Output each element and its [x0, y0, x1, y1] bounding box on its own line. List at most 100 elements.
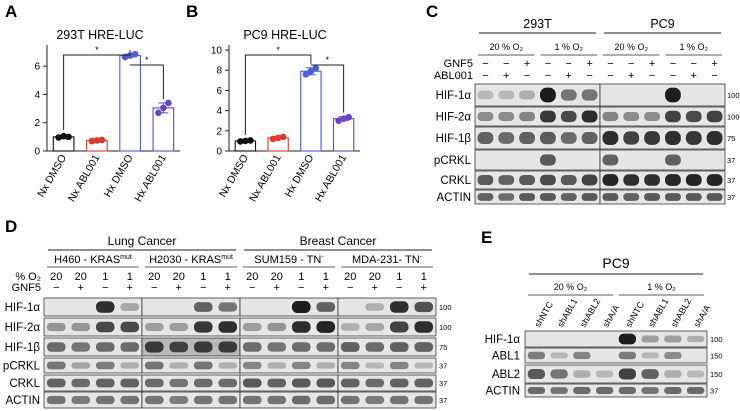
data-point	[335, 117, 342, 125]
data-point	[165, 99, 172, 107]
treatment-sign: −	[670, 70, 676, 82]
band	[242, 361, 262, 370]
band	[550, 369, 568, 379]
band	[193, 361, 213, 370]
data-point	[55, 134, 62, 141]
band	[95, 301, 115, 313]
treatment-sign: +	[566, 70, 572, 82]
band	[644, 131, 660, 145]
band	[267, 378, 287, 388]
y-tick-label: 0	[216, 147, 222, 158]
x-tick-label: Hx ABL001	[132, 152, 169, 204]
band	[540, 174, 556, 186]
band	[665, 193, 681, 201]
significance-star: *	[145, 55, 149, 65]
treatment-sign: −	[482, 58, 488, 70]
band	[389, 321, 409, 333]
gnf5-sign: +	[78, 282, 84, 294]
blot-strip	[599, 126, 726, 150]
band	[71, 396, 91, 404]
mw-marker: 37	[727, 176, 735, 185]
bar	[300, 70, 322, 152]
blot-strip	[599, 170, 726, 190]
o2-value: 20	[271, 271, 283, 283]
data-point	[345, 113, 352, 121]
mw-marker: 100	[439, 303, 452, 312]
genotype-superscript: mut	[221, 254, 233, 261]
band	[498, 112, 515, 121]
treatment-sign: −	[545, 70, 551, 82]
band	[685, 110, 702, 123]
band	[120, 378, 140, 388]
band	[71, 378, 91, 388]
mw-marker: 150	[710, 370, 723, 379]
band	[95, 321, 115, 333]
mw-marker: 37	[727, 193, 735, 202]
band	[144, 341, 164, 353]
y-tick-label: 6	[216, 86, 222, 97]
band	[595, 370, 614, 378]
band	[169, 378, 189, 388]
band	[365, 303, 385, 311]
y-tick-label: 10	[211, 46, 223, 57]
band	[46, 361, 66, 370]
panel-letter: A	[5, 2, 17, 21]
data-point	[155, 109, 162, 117]
data-point	[340, 115, 347, 122]
band	[267, 342, 287, 352]
band	[218, 321, 238, 333]
cell-line-name: SUM159 - TN	[254, 254, 321, 266]
o2-value: 1	[225, 271, 231, 283]
cell-line-label: H460 - KRASmut	[54, 254, 132, 266]
o2-condition-label: 1 % O₂	[647, 282, 676, 292]
data-point	[269, 135, 277, 143]
band	[560, 110, 577, 123]
band	[581, 110, 598, 123]
band	[573, 351, 591, 360]
band	[623, 174, 640, 186]
blot-strip	[524, 330, 708, 348]
band	[340, 342, 360, 352]
mw-marker: 100	[727, 91, 740, 100]
band	[602, 111, 619, 122]
band	[581, 89, 598, 101]
cell-line-label: SUM159 - TN-	[254, 254, 324, 266]
x-tick-label: Hx ABL001	[313, 152, 350, 204]
band	[95, 342, 115, 352]
band	[218, 341, 238, 353]
blot-label: HIF-2α	[5, 322, 41, 334]
band	[644, 112, 660, 121]
band	[540, 110, 556, 123]
band	[291, 342, 311, 352]
blot-label: ACTIN	[486, 386, 521, 398]
band	[644, 193, 660, 201]
o2-value: 20	[344, 271, 356, 283]
genotype-superscript: -	[420, 254, 423, 261]
x-tick-label: Nx ABL001	[66, 152, 103, 204]
band	[291, 395, 311, 405]
band	[706, 131, 723, 145]
blot-strip	[474, 189, 601, 205]
band	[365, 362, 385, 369]
band	[706, 174, 723, 186]
band	[291, 321, 311, 333]
band	[706, 193, 723, 201]
y-tick-label: 2	[34, 118, 40, 129]
band	[365, 378, 385, 388]
blot-strip	[474, 106, 601, 127]
lane-label: shNTC	[532, 299, 555, 329]
band	[193, 378, 213, 388]
gnf5-sign: +	[225, 282, 231, 294]
blot-label: ACTIN	[437, 192, 472, 204]
gnf5-row-label: GNF5	[12, 282, 41, 294]
band	[519, 90, 535, 100]
treatment-label: ABL001	[434, 70, 473, 82]
data-point	[302, 70, 310, 78]
band	[169, 362, 189, 369]
band	[519, 111, 535, 122]
cancer-group-label: Breast Cancer	[300, 234, 377, 248]
y-tick-label: 2	[216, 126, 222, 137]
lane-label: shA/A	[692, 303, 713, 329]
band	[665, 174, 681, 186]
